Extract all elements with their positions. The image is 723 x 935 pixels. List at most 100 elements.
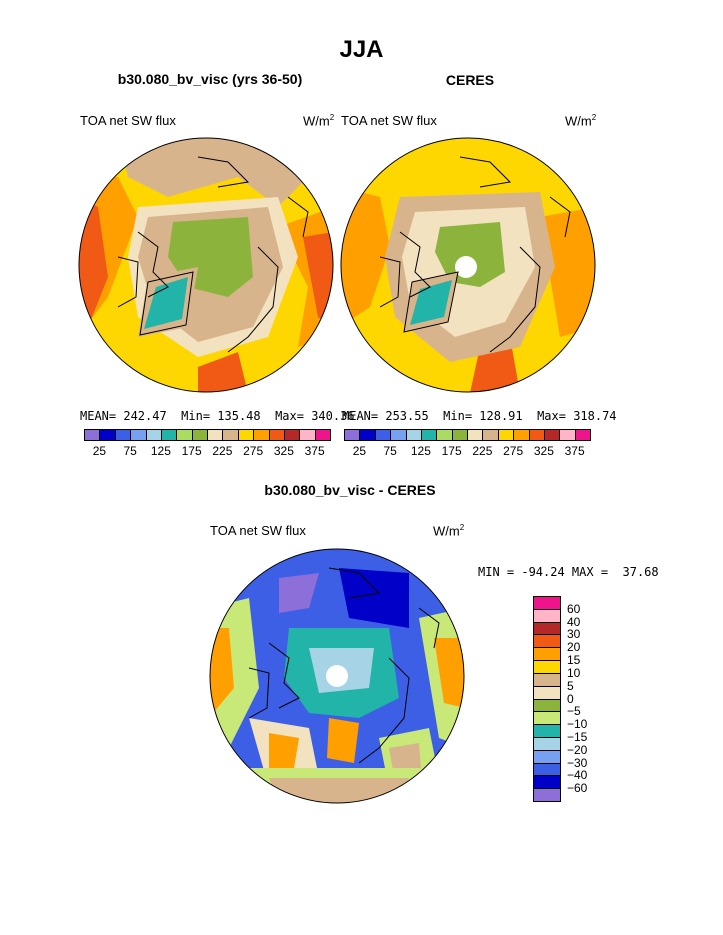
colorbar-swatch (374, 429, 392, 441)
colorbar-swatch (176, 429, 193, 441)
right-panel-heading: CERES (445, 72, 495, 88)
left-stats: MEAN= 242.47 Min= 135.48 Max= 340.36 (80, 409, 355, 423)
colorbar-swatch (84, 429, 101, 441)
colorbar-swatch (222, 429, 239, 441)
colorbar-swatch (497, 429, 515, 441)
colorbar-swatch (145, 429, 162, 441)
colorbar-tick-label: 40 (567, 614, 581, 629)
colorbar-swatch (359, 429, 376, 441)
colorbar-swatch (436, 429, 453, 441)
colorbar-swatch (533, 788, 561, 802)
colorbar-tick-label: 5 (567, 678, 574, 693)
left-var-label: TOA net SW flux (80, 113, 176, 128)
colorbar-swatch (283, 429, 301, 441)
colorbar-tick-label: 25 (92, 444, 107, 458)
colorbar-tick-label: 75 (383, 444, 397, 458)
colorbar-tick-label: 275 (243, 444, 264, 458)
diff-colorbar: 60 40 30 20 15 10 5 0 −5 −10 −15 −20 −30 −40 −60 (533, 596, 613, 802)
colorbar-swatch (299, 429, 316, 441)
colorbar-tick-label: 25 (352, 444, 367, 458)
colorbar-tick-label: 225 (472, 444, 493, 458)
colorbar-swatch (533, 749, 561, 764)
colorbar-swatch (533, 608, 561, 623)
colorbar-swatch (451, 429, 468, 441)
right-var-label: TOA net SW flux (341, 113, 437, 128)
left-polar-map (78, 137, 334, 393)
colorbar-tick-label: 325 (273, 444, 294, 458)
colorbar-swatch (467, 429, 484, 441)
colorbar-tick-label: 275 (503, 444, 524, 458)
colorbar-swatch (533, 724, 561, 738)
colorbar-swatch (533, 736, 561, 751)
colorbar-swatch (513, 429, 530, 441)
colorbar-tick-label: −20 (567, 742, 588, 757)
right-stats: MEAN= 253.55 Min= 128.91 Max= 318.74 (342, 409, 617, 423)
right-colorbar-ticks: 25 75 125 175 225 275 325 375 (344, 444, 590, 460)
colorbar-tick-label: 75 (123, 444, 137, 458)
colorbar-tick-label: 20 (567, 640, 581, 655)
colorbar-swatch (99, 429, 116, 441)
colorbar-tick-label: −5 (567, 704, 581, 719)
colorbar-tick-label: 175 (181, 444, 202, 458)
colorbar-swatch (390, 429, 407, 441)
diff-panel-heading: b30.080_bv_visc - CERES (264, 482, 436, 498)
colorbar-tick-label: −40 (567, 768, 588, 783)
colorbar-swatch (533, 672, 561, 687)
right-polar-map (340, 137, 596, 393)
colorbar-swatch (528, 429, 545, 441)
colorbar-swatch (533, 685, 561, 700)
diff-stats: MIN = -94.24 MAX = 37.68 (478, 565, 659, 579)
colorbar-tick-label: 0 (567, 691, 574, 706)
colorbar-tick-label: 325 (533, 444, 554, 458)
colorbar-tick-label: 375 (564, 444, 585, 458)
colorbar-swatch (533, 698, 561, 713)
colorbar-tick-label: 225 (212, 444, 233, 458)
left-unit-label: W/m2 (303, 113, 335, 129)
colorbar-swatch (420, 429, 438, 441)
colorbar-swatch (533, 711, 561, 726)
colorbar-swatch (533, 762, 561, 777)
colorbar-swatch (314, 429, 331, 441)
colorbar-tick-label: −60 (567, 781, 588, 796)
colorbar-tick-label: 30 (567, 627, 581, 642)
colorbar-swatch (543, 429, 561, 441)
left-colorbar (84, 429, 331, 443)
colorbar-swatch (533, 660, 561, 674)
colorbar-swatch (482, 429, 499, 441)
colorbar-swatch (574, 429, 591, 441)
diff-polar-map (209, 548, 465, 804)
colorbar-swatch (253, 429, 270, 441)
colorbar-swatch (533, 647, 561, 662)
colorbar-swatch (344, 429, 361, 441)
colorbar-swatch (533, 621, 561, 636)
colorbar-tick-label: −30 (567, 755, 588, 770)
left-colorbar-ticks: 25 75 125 175 225 275 325 375 (84, 444, 330, 460)
colorbar-swatch (160, 429, 178, 441)
colorbar-swatch (405, 429, 422, 441)
colorbar-swatch (130, 429, 147, 441)
left-panel-heading: b30.080_bv_visc (yrs 36-50) (117, 71, 303, 87)
colorbar-tick-label: 125 (150, 444, 171, 458)
colorbar-swatch (191, 429, 208, 441)
colorbar-swatch (559, 429, 576, 441)
colorbar-swatch (533, 634, 561, 649)
page-title: JJA (339, 36, 384, 63)
colorbar-swatch (533, 775, 561, 790)
right-unit-label: W/m2 (565, 113, 597, 129)
colorbar-tick-label: −15 (567, 729, 588, 744)
colorbar-tick-label: −10 (567, 717, 588, 732)
right-colorbar (344, 429, 591, 443)
colorbar-tick-label: 10 (567, 665, 581, 680)
colorbar-swatch (533, 596, 561, 610)
colorbar-tick-label: 375 (304, 444, 325, 458)
colorbar-tick-label: 60 (567, 601, 581, 616)
colorbar-tick-label: 15 (567, 653, 581, 668)
colorbar-swatch (207, 429, 224, 441)
colorbar-swatch (237, 429, 255, 441)
diff-unit-label: W/m2 (433, 523, 465, 539)
colorbar-tick-label: 175 (441, 444, 462, 458)
colorbar-tick-label: 125 (410, 444, 431, 458)
colorbar-swatch (114, 429, 132, 441)
diff-var-label: TOA net SW flux (210, 523, 306, 538)
colorbar-swatch (268, 429, 285, 441)
